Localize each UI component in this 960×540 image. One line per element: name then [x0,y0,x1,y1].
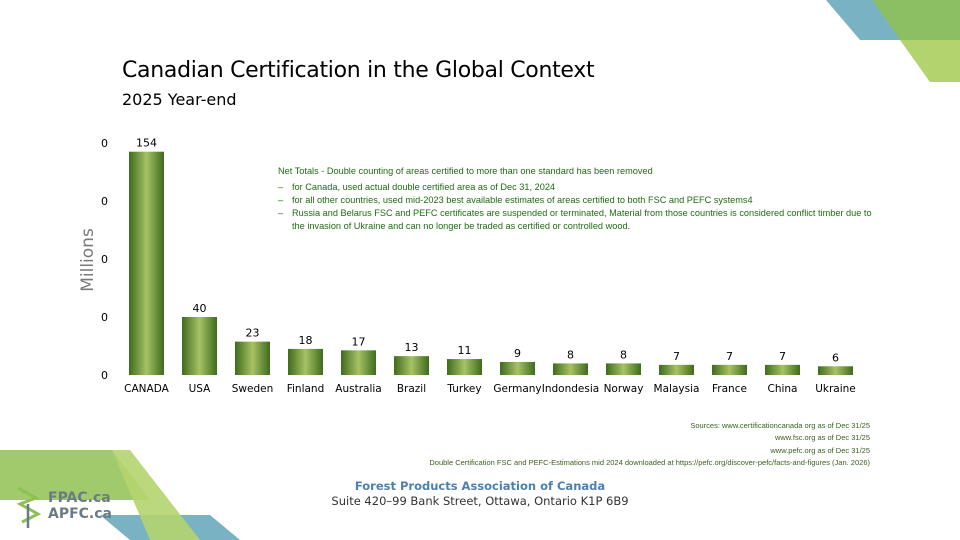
y-tick-label: 0 [101,369,108,382]
bar-value-label: 7 [673,350,680,363]
note-item: Russia and Belarus FSC and PEFC certific… [278,207,878,233]
y-tick-label: 0 [101,195,108,208]
y-tick-label: 0 [101,311,108,324]
x-tick-label: Indondesia [542,383,599,395]
x-tick-label: Finland [287,383,325,395]
fpac-logo: FPAC.ca APFC.ca [14,484,112,530]
note-item: for Canada, used actual double certified… [278,181,878,194]
sources-block: Sources: www.certificationcanada org as … [429,420,870,470]
x-tick-label: Australia [335,383,381,395]
top-right-light-green-shape [900,40,960,82]
footer-organization: Forest Products Association of Canada [354,479,606,493]
source-line: Double Certification FSC and PEFC-Estima… [429,458,870,468]
bar-canada [129,151,164,375]
bars: 154 40 23 18 17 13 11 9 8 8 7 7 7 6 [129,137,853,375]
bar-value-label: 23 [246,327,260,340]
slide-title: Canadian Certification in the Global Con… [122,58,595,83]
bar-usa [182,317,217,375]
bar-value-label: 154 [136,137,157,150]
bar-turkey [447,359,482,375]
x-axis-labels: CANADA USA Sweden Finland Australia Brazil Tur… [124,383,856,395]
x-tick-label: Germany [493,383,541,395]
logo-text-apfc: APFC.ca [48,506,112,522]
bar-value-label: 7 [779,350,786,363]
x-tick-label: Sweden [232,383,274,395]
bar-australia [341,350,376,375]
bar-value-label: 18 [299,334,313,347]
bar-sweden [235,341,270,375]
x-tick-label: Turkey [446,383,481,395]
bar-value-label: 7 [726,350,733,363]
slide-subtitle: 2025 Year-end [122,90,237,109]
y-tick-label: 0 [101,253,108,266]
note-heading: Net Totals - Double counting of areas ce… [278,166,653,176]
bar-norway [606,363,641,375]
bar-value-label: 8 [567,348,574,361]
bar-value-label: 40 [193,302,207,315]
bar-indondesia [553,363,588,375]
bar-value-label: 11 [458,344,472,357]
x-tick-label: France [712,383,747,395]
x-tick-label: China [768,383,798,395]
bar-finland [288,348,323,375]
source-line: www.fsc.org as of Dec 31/25 [774,433,870,443]
bar-value-label: 6 [832,351,839,364]
bar-value-label: 17 [352,335,366,348]
bar-malaysia [659,364,694,375]
bar-china [765,364,800,375]
x-tick-label: Malaysia [654,383,700,395]
bar-value-label: 9 [514,347,521,360]
bottom-left-green-shape [0,450,150,500]
note-item: for all other countries, used mid-2023 b… [278,194,878,207]
y-axis-label: Millions [78,228,98,292]
bar-value-label: 8 [620,348,627,361]
footer-address: Suite 420–99 Bank Street, Ottawa, Ontari… [331,494,629,508]
y-tick-label: 0 [101,137,108,150]
bar-ukraine [818,366,853,375]
tree-logo-icon [16,486,42,528]
bottom-left-light-green-shape [112,450,200,540]
logo-text-fpac: FPAC.ca [48,490,111,506]
x-tick-label: USA [189,383,212,395]
y-axis-ticks: 0 0 0 0 0 [101,137,108,382]
bar-france [712,364,747,375]
source-line: www.pefc.org as of Dec 31/25 [770,445,870,455]
source-line: Sources: www.certificationcanada org as … [690,421,870,430]
bar-brazil [394,356,429,375]
x-tick-label: Brazil [397,383,426,395]
x-tick-label: Norway [604,383,644,395]
net-totals-note: Net Totals - Double counting of areas ce… [278,165,878,233]
x-tick-label: Ukraine [815,383,856,395]
x-tick-label: CANADA [124,383,169,395]
note-list: for Canada, used actual double certified… [278,181,878,233]
bar-germany [500,361,535,375]
bar-value-label: 13 [405,341,419,354]
